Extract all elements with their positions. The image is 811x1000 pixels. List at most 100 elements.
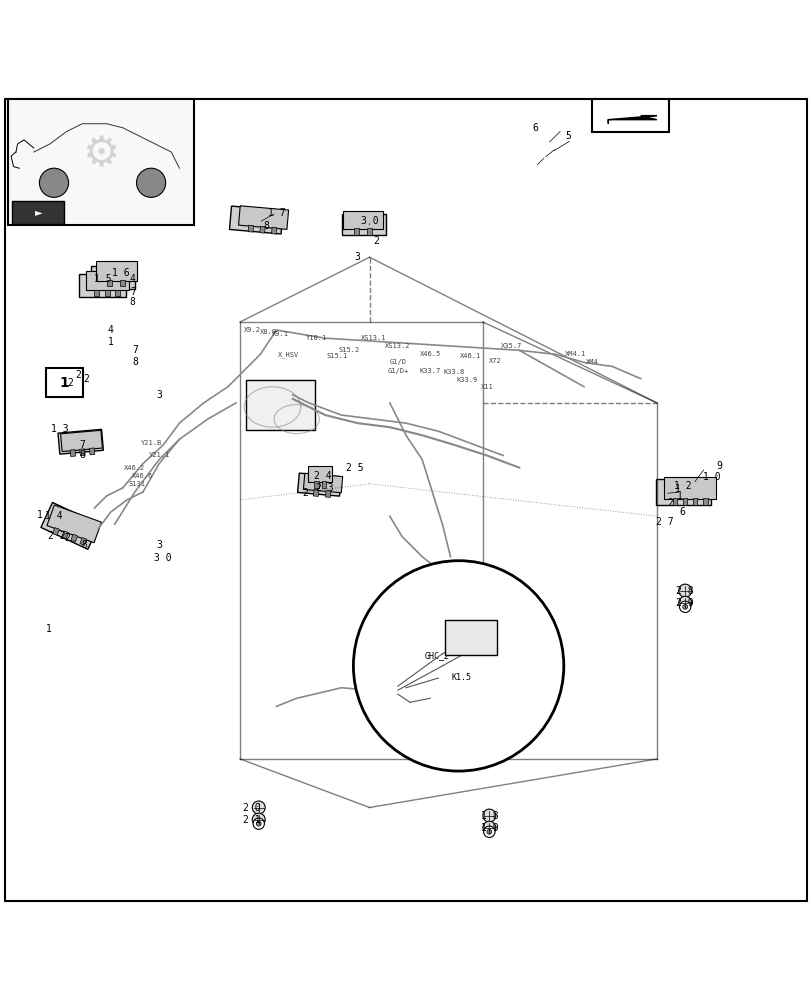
- Bar: [71, 534, 78, 542]
- Text: 8: 8: [79, 450, 85, 460]
- Text: 2 9: 2 9: [676, 598, 693, 608]
- Bar: [321, 481, 326, 488]
- Circle shape: [487, 829, 491, 834]
- Text: 1 7: 1 7: [268, 208, 285, 218]
- Text: 1 0: 1 0: [702, 472, 720, 482]
- Text: 2: 2: [65, 533, 71, 543]
- Text: 1 8: 1 8: [480, 811, 498, 821]
- FancyBboxPatch shape: [230, 206, 283, 234]
- Bar: [313, 490, 319, 496]
- Text: 2: 2: [84, 374, 89, 384]
- Text: 7: 7: [132, 345, 138, 355]
- Text: ⚙: ⚙: [82, 133, 119, 175]
- Text: 2 7: 2 7: [655, 517, 673, 527]
- Text: GHC: GHC: [453, 634, 468, 643]
- Bar: [260, 226, 265, 233]
- Text: 1 5: 1 5: [93, 274, 111, 284]
- Bar: [248, 225, 253, 232]
- Bar: [79, 538, 87, 545]
- Text: X8.8: X8.8: [260, 329, 277, 335]
- FancyBboxPatch shape: [303, 473, 342, 493]
- FancyBboxPatch shape: [341, 214, 385, 235]
- Bar: [120, 280, 125, 286]
- Text: XS13.2: XS13.2: [384, 343, 410, 349]
- FancyBboxPatch shape: [91, 266, 135, 289]
- Text: 6: 6: [679, 507, 684, 517]
- Text: 1 3: 1 3: [51, 424, 68, 434]
- Text: 4: 4: [130, 274, 135, 284]
- Text: 2 1: 2 1: [243, 815, 261, 825]
- Text: 2 4: 2 4: [313, 471, 331, 481]
- Text: XM4: XM4: [585, 359, 598, 365]
- Bar: [79, 449, 85, 456]
- Text: 3 0: 3 0: [360, 216, 378, 226]
- Text: 3: 3: [354, 252, 360, 262]
- Text: 2: 2: [373, 236, 379, 246]
- Bar: [367, 228, 371, 235]
- Text: K33.7: K33.7: [419, 368, 440, 374]
- Polygon shape: [607, 116, 656, 124]
- Circle shape: [353, 561, 563, 771]
- FancyBboxPatch shape: [298, 473, 341, 496]
- FancyBboxPatch shape: [307, 466, 332, 482]
- Text: Y10.1: Y10.1: [306, 335, 327, 341]
- Text: 2 2: 2 2: [48, 531, 65, 541]
- Bar: [115, 290, 120, 296]
- Text: S15.1: S15.1: [326, 353, 347, 359]
- Text: S131: S131: [129, 481, 146, 487]
- Text: 4: 4: [108, 325, 114, 335]
- Circle shape: [136, 168, 165, 197]
- FancyBboxPatch shape: [58, 429, 103, 454]
- Text: 1 6: 1 6: [112, 268, 130, 278]
- Text: X46.6: X46.6: [132, 473, 153, 479]
- Text: X11: X11: [480, 384, 493, 390]
- Circle shape: [678, 596, 691, 609]
- Text: 5: 5: [564, 131, 570, 141]
- Text: S15.2: S15.2: [338, 347, 359, 353]
- Text: 3: 3: [156, 390, 162, 400]
- Text: 1: 1: [108, 337, 114, 347]
- Circle shape: [252, 813, 265, 826]
- Bar: [89, 448, 95, 455]
- Bar: [682, 498, 687, 505]
- FancyBboxPatch shape: [12, 201, 63, 224]
- Text: 9: 9: [715, 461, 721, 471]
- Text: X9.2: X9.2: [243, 327, 260, 333]
- Bar: [53, 528, 59, 535]
- FancyBboxPatch shape: [61, 430, 102, 452]
- Text: 2: 2: [303, 488, 308, 498]
- Text: 6: 6: [532, 123, 538, 133]
- Text: G1/D+: G1/D+: [387, 368, 408, 374]
- Text: 2 0: 2 0: [243, 803, 261, 813]
- Bar: [271, 227, 277, 234]
- Bar: [62, 531, 68, 539]
- Text: 3 0: 3 0: [154, 553, 172, 563]
- Circle shape: [483, 809, 496, 822]
- Text: 1: 1: [45, 624, 51, 634]
- Text: 2: 2: [67, 378, 73, 388]
- Text: X9.1: X9.1: [272, 331, 289, 337]
- Bar: [702, 498, 706, 505]
- Bar: [591, 99, 668, 132]
- Text: X35.7: X35.7: [500, 343, 521, 349]
- Text: 1 2: 1 2: [673, 481, 691, 491]
- Text: K1.5: K1.5: [450, 673, 470, 682]
- Text: 7: 7: [131, 287, 136, 297]
- Text: Y21.B: Y21.B: [140, 440, 161, 446]
- Text: 8: 8: [132, 357, 138, 367]
- Bar: [94, 290, 99, 296]
- Circle shape: [483, 826, 495, 837]
- Text: 2: 2: [75, 370, 81, 380]
- Circle shape: [679, 601, 690, 612]
- Text: 1: 1: [59, 376, 69, 390]
- Text: 8: 8: [82, 540, 88, 550]
- Text: X46.2: X46.2: [124, 465, 145, 471]
- Text: X_HSV: X_HSV: [277, 351, 299, 358]
- Circle shape: [678, 584, 691, 597]
- Text: XM4.1: XM4.1: [564, 351, 586, 357]
- FancyBboxPatch shape: [46, 368, 83, 397]
- Circle shape: [252, 801, 265, 814]
- FancyBboxPatch shape: [85, 271, 129, 290]
- Text: 1 9: 1 9: [480, 823, 498, 833]
- Text: 2 8: 2 8: [676, 586, 693, 596]
